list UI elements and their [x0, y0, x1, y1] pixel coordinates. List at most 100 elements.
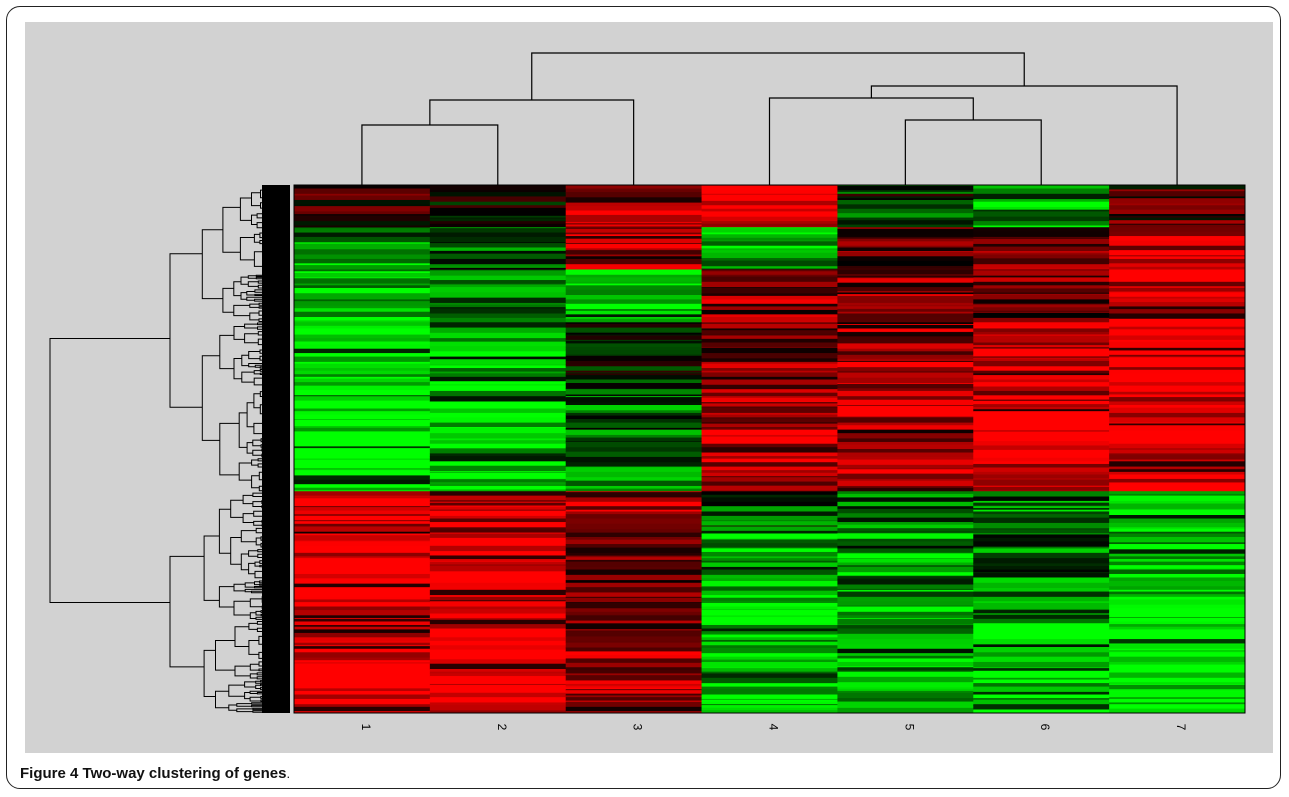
heatmap-cell [1109, 369, 1246, 374]
heatmap-cell [701, 260, 838, 267]
heatmap-cell [973, 511, 1110, 515]
heatmap-cell [837, 348, 974, 352]
heatmap-cell [429, 401, 567, 404]
heatmap-cell [973, 479, 1110, 486]
heatmap-cell [973, 528, 1110, 531]
heatmap-cell [837, 562, 974, 566]
heatmap-cell [294, 637, 431, 643]
heatmap-cell [565, 614, 702, 616]
heatmap-cell [294, 683, 431, 687]
heatmap-cell [837, 241, 974, 247]
heatmap-cell [294, 340, 431, 343]
heatmap-cell [294, 403, 431, 406]
heatmap-cell [294, 583, 431, 588]
heatmap-cell [1109, 333, 1246, 336]
heatmap-cell [1109, 405, 1246, 409]
heatmap-cell [973, 613, 1110, 615]
heatmap-cell [294, 491, 431, 497]
heatmap-cell [973, 552, 1110, 559]
heatmap-cell [565, 307, 702, 310]
heatmap-cell [294, 215, 431, 222]
heatmap-cell [701, 633, 838, 636]
heatmap-cell [1109, 691, 1246, 698]
heatmap-cell [1109, 522, 1246, 528]
heatmap-cell [565, 299, 702, 305]
heatmap-cell [701, 384, 838, 390]
heatmap-cell [294, 453, 431, 460]
heatmap-cell [701, 566, 838, 570]
heatmap-cell [973, 699, 1110, 705]
heatmap-cell [565, 654, 702, 659]
heatmap-cell [1109, 591, 1246, 595]
heatmap-cell [973, 463, 1110, 468]
heatmap-cell [429, 691, 567, 694]
heatmap-cell [565, 210, 702, 216]
heatmap-cell [701, 539, 838, 544]
heatmap-cell [1109, 240, 1246, 247]
heatmap-cell [837, 569, 974, 573]
heatmap-cell [701, 615, 838, 618]
heatmap-cell [701, 578, 838, 582]
heatmap-cell [1109, 453, 1246, 456]
heatmap-cell [973, 445, 1110, 451]
heatmap-cell [837, 449, 974, 453]
heatmap-cell [701, 661, 838, 668]
heatmap-cell [973, 626, 1110, 630]
heatmap-cell [837, 317, 974, 323]
heatmap-cell [701, 701, 838, 705]
heatmap-cell [973, 386, 1110, 392]
heatmap-cell [294, 338, 431, 342]
heatmap-cell [429, 529, 567, 533]
row-dendrogram-leaf-band [262, 185, 290, 713]
heatmap-cell [429, 560, 567, 563]
heatmap-cell [294, 587, 431, 593]
heatmap-cell [701, 234, 838, 239]
heatmap-cell [294, 475, 431, 481]
heatmap-cell [294, 540, 431, 542]
heatmap-cell [973, 509, 1110, 512]
heatmap-cell [701, 417, 838, 420]
heatmap-cell [294, 356, 431, 363]
heatmap-cell [565, 488, 702, 492]
heatmap-cell [701, 339, 838, 343]
heatmap-cell [973, 418, 1110, 422]
heatmap-cell [1109, 612, 1246, 618]
heatmap-cell [973, 246, 1110, 252]
heatmap-cell [973, 382, 1110, 387]
heatmap-cell [973, 370, 1110, 374]
heatmap-cell [1109, 664, 1246, 669]
heatmap-cell [429, 688, 567, 693]
heatmap-cell [294, 463, 431, 465]
heatmap-cell [429, 500, 567, 503]
heatmap-cell [973, 238, 1110, 245]
heatmap-cell [1109, 231, 1246, 237]
heatmap-cell [1109, 621, 1246, 625]
heatmap-cell [565, 238, 702, 244]
heatmap-cell [973, 478, 1110, 481]
heatmap-cell [701, 698, 838, 701]
heatmap-cell [294, 652, 431, 658]
heatmap-cell [294, 666, 431, 668]
heatmap-cell [973, 288, 1110, 293]
heatmap-cell [429, 471, 567, 473]
heatmap-cell [837, 341, 974, 344]
heatmap-cell [294, 285, 431, 289]
heatmap-cell [565, 248, 702, 251]
heatmap-cell [973, 608, 1110, 610]
heatmap-cell [565, 597, 702, 603]
heatmap-cell [837, 653, 974, 657]
heatmap-cell [973, 573, 1110, 578]
heatmap-cell [973, 656, 1110, 663]
heatmap-cell [837, 383, 974, 385]
heatmap-cell [973, 614, 1110, 620]
heatmap-cell [565, 373, 702, 376]
heatmap-cell [701, 609, 838, 611]
heatmap-cell [973, 285, 1110, 289]
heatmap-cell [429, 275, 567, 281]
heatmap-cell [1109, 443, 1246, 449]
heatmap-cell [973, 633, 1110, 636]
heatmap-cell [294, 484, 431, 489]
heatmap-cell [1109, 644, 1246, 650]
heatmap-cell [565, 314, 702, 318]
heatmap-cell [429, 544, 567, 547]
